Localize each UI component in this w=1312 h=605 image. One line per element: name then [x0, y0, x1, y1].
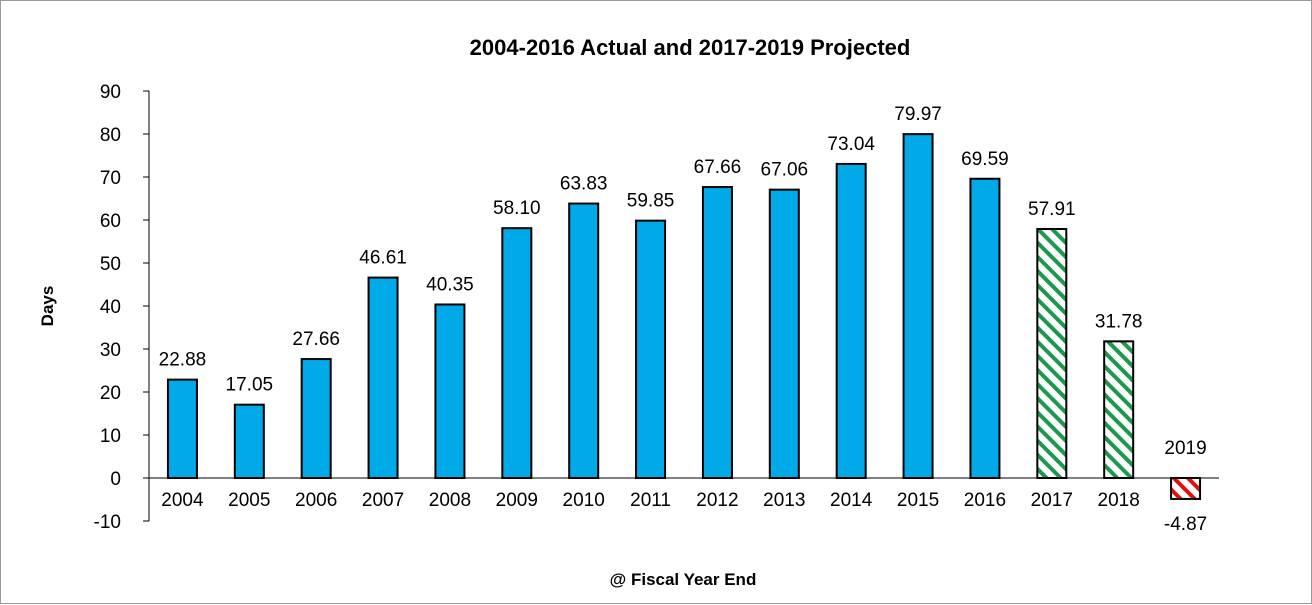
bar-2004 — [166, 378, 198, 479]
bar-2006 — [300, 358, 332, 480]
y-tick-label: 40 — [100, 297, 121, 318]
bar-2005 — [233, 403, 265, 479]
x-tick-label: 2015 — [897, 490, 939, 511]
data-label: 69.59 — [961, 149, 1009, 170]
data-label: 31.78 — [1095, 311, 1143, 332]
data-label: 63.83 — [560, 174, 608, 195]
data-labels: 22.88 17.05 27.66 46.61 40.35 58.10 63.83 59.85… — [159, 104, 1208, 535]
bar-2016 — [969, 177, 1001, 479]
x-tick-label: 2004 — [161, 490, 204, 511]
bar-2011 — [635, 219, 667, 480]
x-tick-label: 2009 — [496, 490, 538, 511]
bar-2012 — [701, 186, 733, 479]
data-label: 22.88 — [159, 350, 207, 371]
bar-2017 — [1036, 227, 1068, 479]
bar-2014 — [835, 162, 867, 479]
chart-title: 2004-2016 Actual and 2017-2019 Projected — [470, 35, 911, 60]
x-tick-label: 2008 — [429, 490, 471, 511]
data-label: -4.87 — [1164, 514, 1207, 535]
bar-2008 — [434, 303, 466, 479]
data-label: 27.66 — [292, 329, 340, 350]
data-label: 67.06 — [761, 160, 809, 181]
x-tick-label: 2017 — [1031, 490, 1073, 511]
y-tick-label: 0 — [110, 469, 121, 490]
bar-2018 — [1103, 340, 1135, 480]
x-tick-label: 2019 — [1164, 438, 1206, 459]
data-label: 58.10 — [493, 198, 541, 219]
x-tick-label: 2007 — [362, 490, 404, 511]
y-tick-label: -10 — [94, 512, 121, 533]
y-tick-label: 50 — [100, 254, 121, 275]
bar-2013 — [768, 188, 800, 479]
x-tick-label: 2010 — [563, 490, 605, 511]
x-axis-ticks: 2004 2005 2006 2007 2008 2009 2010 2011 2012 2013… — [161, 438, 1206, 511]
x-tick-label: 2005 — [228, 490, 270, 511]
data-label: 57.91 — [1028, 199, 1076, 220]
y-tick-label: 90 — [100, 82, 121, 103]
data-label: 40.35 — [426, 274, 474, 295]
data-label: 46.61 — [359, 248, 407, 269]
y-axis-ticks: 90 80 70 60 50 40 30 20 10 0 -10 — [94, 82, 149, 533]
data-label: 67.66 — [694, 157, 742, 178]
bar-2015 — [902, 133, 934, 479]
x-tick-label: 2013 — [763, 490, 805, 511]
bar-2019 — [1170, 477, 1202, 500]
y-tick-label: 30 — [100, 340, 121, 361]
x-tick-label: 2006 — [295, 490, 337, 511]
x-tick-label: 2014 — [830, 490, 873, 511]
bar-2010 — [568, 202, 600, 479]
x-tick-label: 2012 — [696, 490, 738, 511]
bars — [166, 133, 1202, 500]
y-tick-label: 20 — [100, 383, 121, 404]
data-label: 73.04 — [827, 134, 875, 155]
y-tick-label: 80 — [100, 125, 121, 146]
y-axis-title: Days — [38, 286, 57, 327]
x-axis-title: @ Fiscal Year End — [610, 570, 757, 589]
data-label: 59.85 — [627, 191, 675, 212]
x-tick-label: 2018 — [1098, 490, 1140, 511]
bar-2009 — [501, 227, 533, 479]
y-tick-label: 60 — [100, 211, 121, 232]
y-tick-label: 70 — [100, 168, 121, 189]
bar-2007 — [367, 276, 399, 479]
x-tick-label: 2011 — [630, 490, 671, 511]
x-tick-label: 2016 — [964, 490, 1006, 511]
y-tick-label: 10 — [100, 426, 121, 447]
data-label: 79.97 — [894, 104, 942, 125]
data-label: 17.05 — [226, 375, 274, 396]
